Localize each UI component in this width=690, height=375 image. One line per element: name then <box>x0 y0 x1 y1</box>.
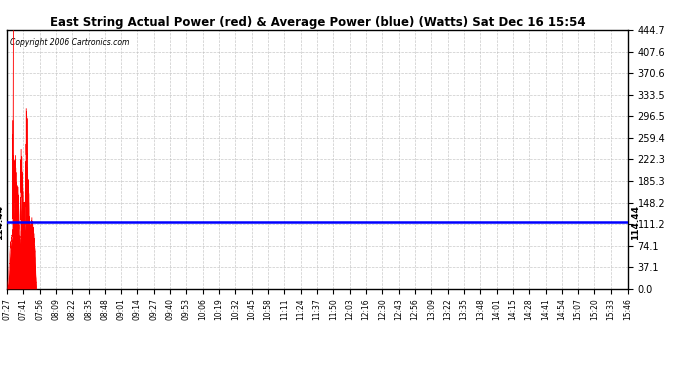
Text: Copyright 2006 Cartronics.com: Copyright 2006 Cartronics.com <box>10 38 130 47</box>
Text: 114.44: 114.44 <box>631 205 640 240</box>
Text: 114.44: 114.44 <box>0 205 4 240</box>
Title: East String Actual Power (red) & Average Power (blue) (Watts) Sat Dec 16 15:54: East String Actual Power (red) & Average… <box>50 16 585 29</box>
